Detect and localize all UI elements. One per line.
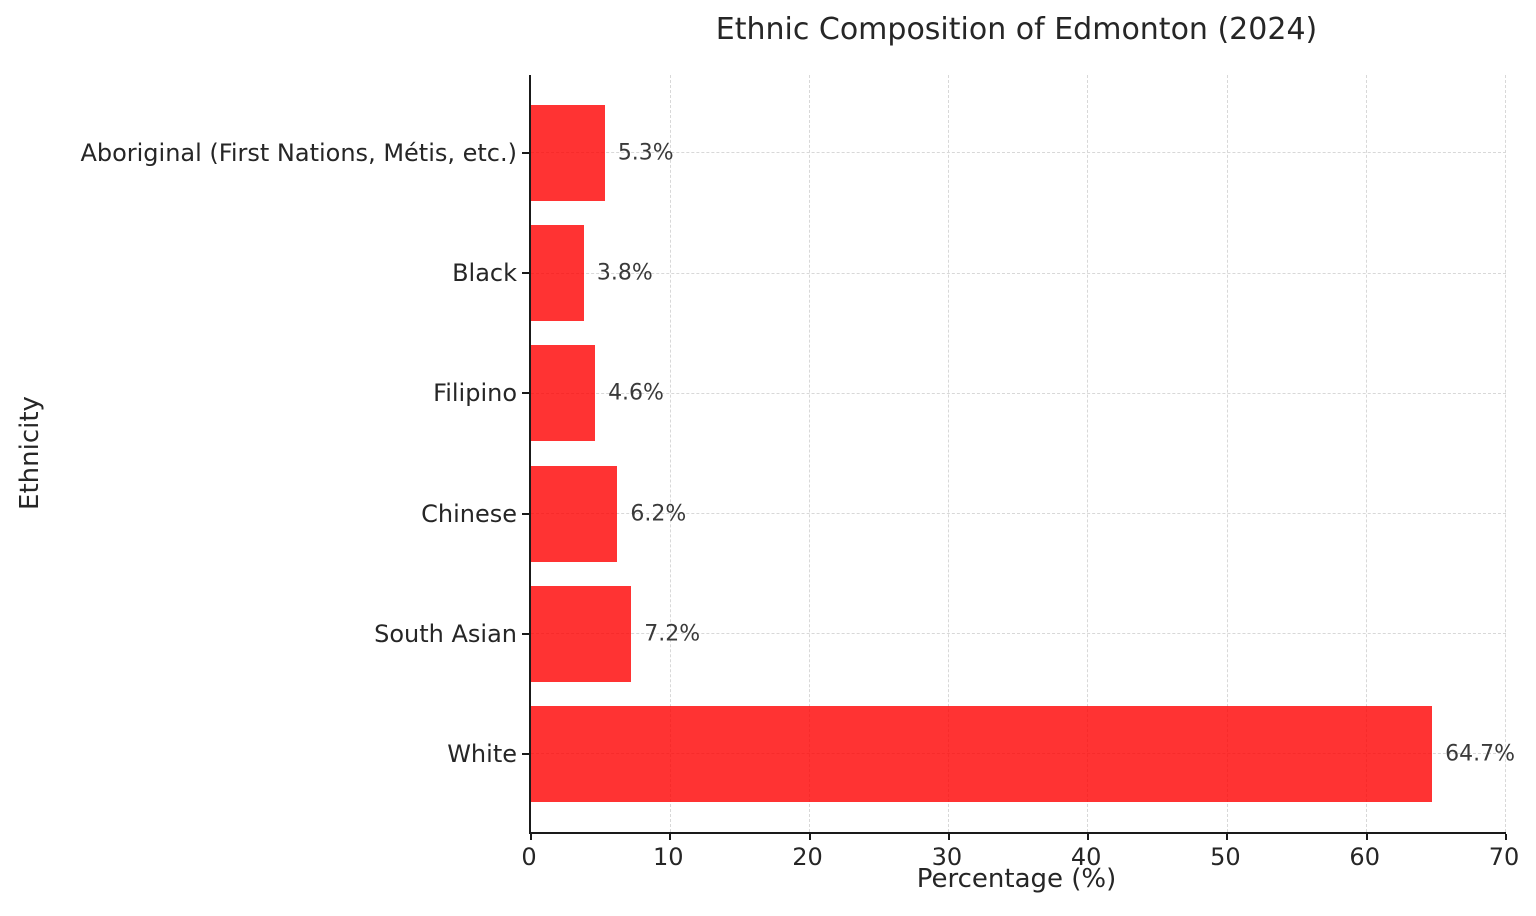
y-axis-label: Ethnicity <box>15 396 45 510</box>
category-label: Filipino <box>433 379 517 408</box>
x-gridline <box>1087 75 1089 832</box>
x-gridline <box>808 75 810 832</box>
value-label: 4.6% <box>608 380 664 406</box>
x-gridline <box>1505 75 1507 832</box>
x-tick-label: 10 <box>653 843 684 871</box>
x-tick-mark <box>1365 834 1368 840</box>
y-tick-mark <box>522 632 529 635</box>
x-gridline <box>1365 75 1367 832</box>
x-tick-label: 60 <box>1349 843 1380 871</box>
category-label: Black <box>452 259 517 288</box>
category-label: South Asian <box>374 619 517 648</box>
x-tick-label: 20 <box>792 843 823 871</box>
x-tick-mark <box>947 834 950 840</box>
y-tick-mark <box>522 272 529 275</box>
bar <box>531 345 596 442</box>
x-tick-label: 30 <box>931 843 963 871</box>
y-tick-mark <box>522 152 529 155</box>
y-gridline <box>531 272 1506 274</box>
x-tick-mark <box>1087 834 1090 840</box>
x-gridline <box>1226 75 1228 832</box>
x-tick-mark <box>1505 834 1507 840</box>
value-label: 7.2% <box>644 621 701 647</box>
y-gridline <box>531 512 1506 514</box>
x-tick-mark <box>530 834 532 840</box>
bar <box>531 465 618 562</box>
x-axis-label: Percentage (%) <box>916 864 1117 894</box>
y-tick-mark <box>522 752 529 755</box>
x-tick-mark <box>669 834 672 840</box>
y-gridline <box>531 392 1506 394</box>
category-label: White <box>447 739 517 768</box>
value-label: 5.3% <box>617 140 674 166</box>
value-label: 6.2% <box>630 501 687 527</box>
value-label: 64.7% <box>1445 741 1516 767</box>
x-tick-label: 70 <box>1488 843 1520 871</box>
value-label: 3.8% <box>596 260 653 286</box>
bar <box>531 225 584 322</box>
y-gridline <box>531 632 1506 634</box>
bar <box>531 585 632 682</box>
category-label: Chinese <box>421 499 517 528</box>
bar <box>531 705 1433 802</box>
y-gridline <box>531 152 1506 154</box>
y-tick-mark <box>522 512 529 515</box>
x-tick-label: 0 <box>521 843 537 871</box>
x-gridline <box>669 75 671 832</box>
bar <box>531 105 605 202</box>
x-tick-mark <box>808 834 811 840</box>
plot-area <box>522 75 1507 840</box>
chart-title: Ethnic Composition of Edmonton (2024) <box>715 12 1318 47</box>
x-tick-mark <box>1226 834 1229 840</box>
x-gridline <box>948 75 950 832</box>
x-tick-label: 50 <box>1210 843 1241 871</box>
y-tick-mark <box>522 392 529 395</box>
category-label: Aboriginal (First Nations, Métis, etc.) <box>80 139 517 168</box>
x-tick-label: 40 <box>1070 843 1102 871</box>
